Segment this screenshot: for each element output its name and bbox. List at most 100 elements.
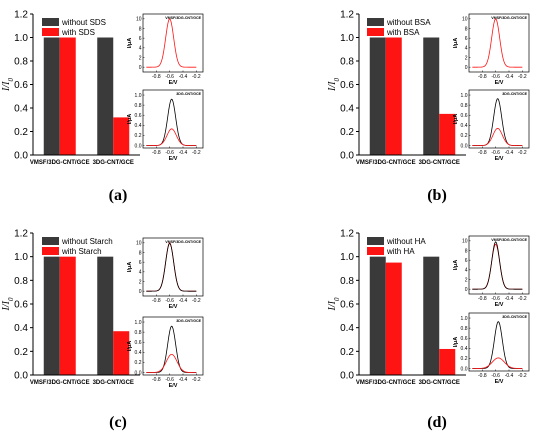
legend-label: with HA — [386, 247, 415, 256]
inset-x-tick-label: -0.6 — [491, 296, 500, 302]
inset-x-tick-label: -0.2 — [192, 150, 201, 156]
inset-y-tick-label: 0.0 — [461, 143, 468, 149]
y-tick-label: 0.0 — [14, 151, 28, 162]
chart-panel: 0.0 0.2 0.4 0.6 0.8 1.0 1.2 I/I0 VMSF/3DG-CNT/GC… — [1, 10, 204, 204]
inset-y-tick-label: 10 — [136, 241, 142, 247]
panel-label: (b) — [427, 187, 447, 204]
bar — [369, 37, 386, 155]
y-tick-label: 0.0 — [340, 371, 354, 382]
inset-plot: -0.8 -0.6 -0.4 -0.2 0.0 0.2 0.4 0.6 0.8 1.0 3DG-CN… — [453, 312, 530, 385]
inset-x-label: E/V — [169, 80, 178, 86]
legend-label: with Starch — [61, 247, 102, 256]
inset-y-tick-label: 0.4 — [135, 123, 142, 129]
y-tick-label: 0.6 — [340, 80, 354, 91]
inset-frame — [142, 13, 204, 73]
legend-swatch — [42, 247, 59, 255]
inset-y-tick-label: 1.0 — [135, 93, 142, 99]
y-axis-label: I/I0 — [1, 78, 15, 92]
legend-label: with BSA — [386, 28, 420, 37]
inset-x-tick-label: -0.2 — [192, 74, 201, 80]
inset-curve — [146, 128, 197, 146]
inset-y-tick-label: 2 — [465, 55, 468, 61]
chart-panel: 0.0 0.2 0.4 0.6 0.8 1.0 1.2 I/I0 VMSF/3DG-CNT/GC… — [1, 229, 204, 431]
inset-x-tick-label: -0.6 — [491, 74, 500, 80]
inset-y-tick-label: 8 — [139, 250, 142, 256]
legend-label: without BSA — [386, 18, 431, 27]
bar — [59, 256, 76, 375]
y-tick-label: 1.2 — [14, 229, 28, 240]
inset-x-tick-label: -0.2 — [518, 373, 527, 379]
inset-plot: -0.8 -0.6 -0.4 -0.2 0 2 4 6 8 10 VMSF/3DG-CNT/GCE E… — [453, 13, 530, 86]
inset-frame — [142, 237, 204, 297]
inset-y-tick-label: 2 — [139, 279, 142, 285]
inset-curve — [146, 242, 197, 292]
inset-x-tick-label: -0.2 — [518, 74, 527, 80]
legend-label: without HA — [386, 237, 426, 246]
category-label: 3DG-CNT/GCE — [93, 380, 134, 386]
inset-x-tick-label: -0.4 — [179, 377, 188, 383]
legend-swatch — [42, 18, 59, 26]
inset-x-label: E/V — [169, 383, 178, 389]
y-tick-label: 1.0 — [340, 252, 354, 263]
inset-y-tick-label: 8 — [139, 26, 142, 32]
inset-x-label: E/V — [495, 302, 504, 308]
bar — [97, 37, 114, 155]
inset-y-tick-label: 6 — [465, 258, 468, 264]
inset-title: VMSF/3DG-CNT/GCE — [165, 240, 201, 244]
inset-frame — [468, 312, 530, 372]
inset-x-tick-label: -0.8 — [152, 377, 161, 383]
bar — [113, 117, 130, 155]
y-tick-label: 0.8 — [14, 276, 28, 287]
bar — [439, 113, 456, 155]
inset-y-label: I/μA — [127, 262, 133, 272]
inset-y-tick-label: 0 — [139, 289, 142, 295]
inset-title: VMSF/3DG-CNT/GCE — [165, 16, 201, 20]
panel-label: (a) — [109, 187, 128, 204]
inset-x-tick-label: -0.2 — [192, 298, 201, 304]
inset-y-tick-label: 0.8 — [135, 103, 142, 109]
bar — [97, 256, 114, 375]
inset-x-label: E/V — [495, 379, 504, 385]
inset-y-tick-label: 10 — [462, 17, 468, 23]
inset-y-tick-label: 1.0 — [461, 316, 468, 322]
y-tick-label: 0.8 — [340, 57, 354, 68]
inset-y-tick-label: 0.4 — [135, 350, 142, 356]
chart-panel: 0.0 0.2 0.4 0.6 0.8 1.0 1.2 I/I0 VMSF/3DG-CNT/GC… — [327, 229, 530, 431]
y-tick-label: 0.6 — [340, 300, 354, 311]
bar — [43, 256, 60, 375]
inset-y-tick-label: 0.8 — [135, 330, 142, 336]
inset-x-tick-label: -0.4 — [179, 298, 188, 304]
y-tick-label: 0.4 — [340, 104, 354, 115]
inset-x-tick-label: -0.8 — [478, 150, 487, 156]
bar — [385, 262, 402, 375]
inset-x-tick-label: -0.4 — [505, 150, 514, 156]
inset-y-tick-label: 0.6 — [135, 113, 142, 119]
inset-y-tick-label: 10 — [462, 239, 468, 245]
inset-y-tick-label: 0 — [139, 65, 142, 71]
inset-y-tick-label: 0.2 — [461, 133, 468, 139]
y-tick-label: 1.2 — [14, 10, 28, 21]
legend-swatch — [367, 18, 384, 26]
panel-label: (d) — [427, 414, 447, 431]
inset-y-tick-label: 0.8 — [461, 326, 468, 332]
inset-y-tick-label: 2 — [465, 277, 468, 283]
bar — [423, 37, 440, 155]
category-label: 3DG-CNT/GCE — [419, 380, 460, 386]
inset-frame — [142, 89, 204, 149]
y-axis-label: I/I0 — [327, 78, 341, 92]
inset-y-tick-label: 0.6 — [461, 113, 468, 119]
inset-y-tick-label: 6 — [139, 36, 142, 42]
y-tick-label: 0.8 — [340, 276, 354, 287]
inset-x-tick-label: -0.4 — [505, 74, 514, 80]
inset-x-tick-label: -0.6 — [165, 298, 174, 304]
inset-y-tick-label: 0.4 — [461, 123, 468, 129]
legend-label: with SDS — [61, 28, 95, 37]
inset-y-label: I/μA — [453, 260, 459, 270]
inset-y-tick-label: 0.6 — [135, 340, 142, 346]
inset-y-label: I/μA — [453, 337, 459, 347]
inset-plot: -0.8 -0.6 -0.4 -0.2 0 2 4 6 8 10 VMSF/3DG-CNT/GCE E… — [127, 13, 204, 86]
inset-y-tick-label: 0.2 — [461, 356, 468, 362]
inset-frame — [468, 89, 530, 149]
inset-curve — [472, 127, 523, 146]
inset-y-tick-label: 4 — [465, 268, 468, 274]
